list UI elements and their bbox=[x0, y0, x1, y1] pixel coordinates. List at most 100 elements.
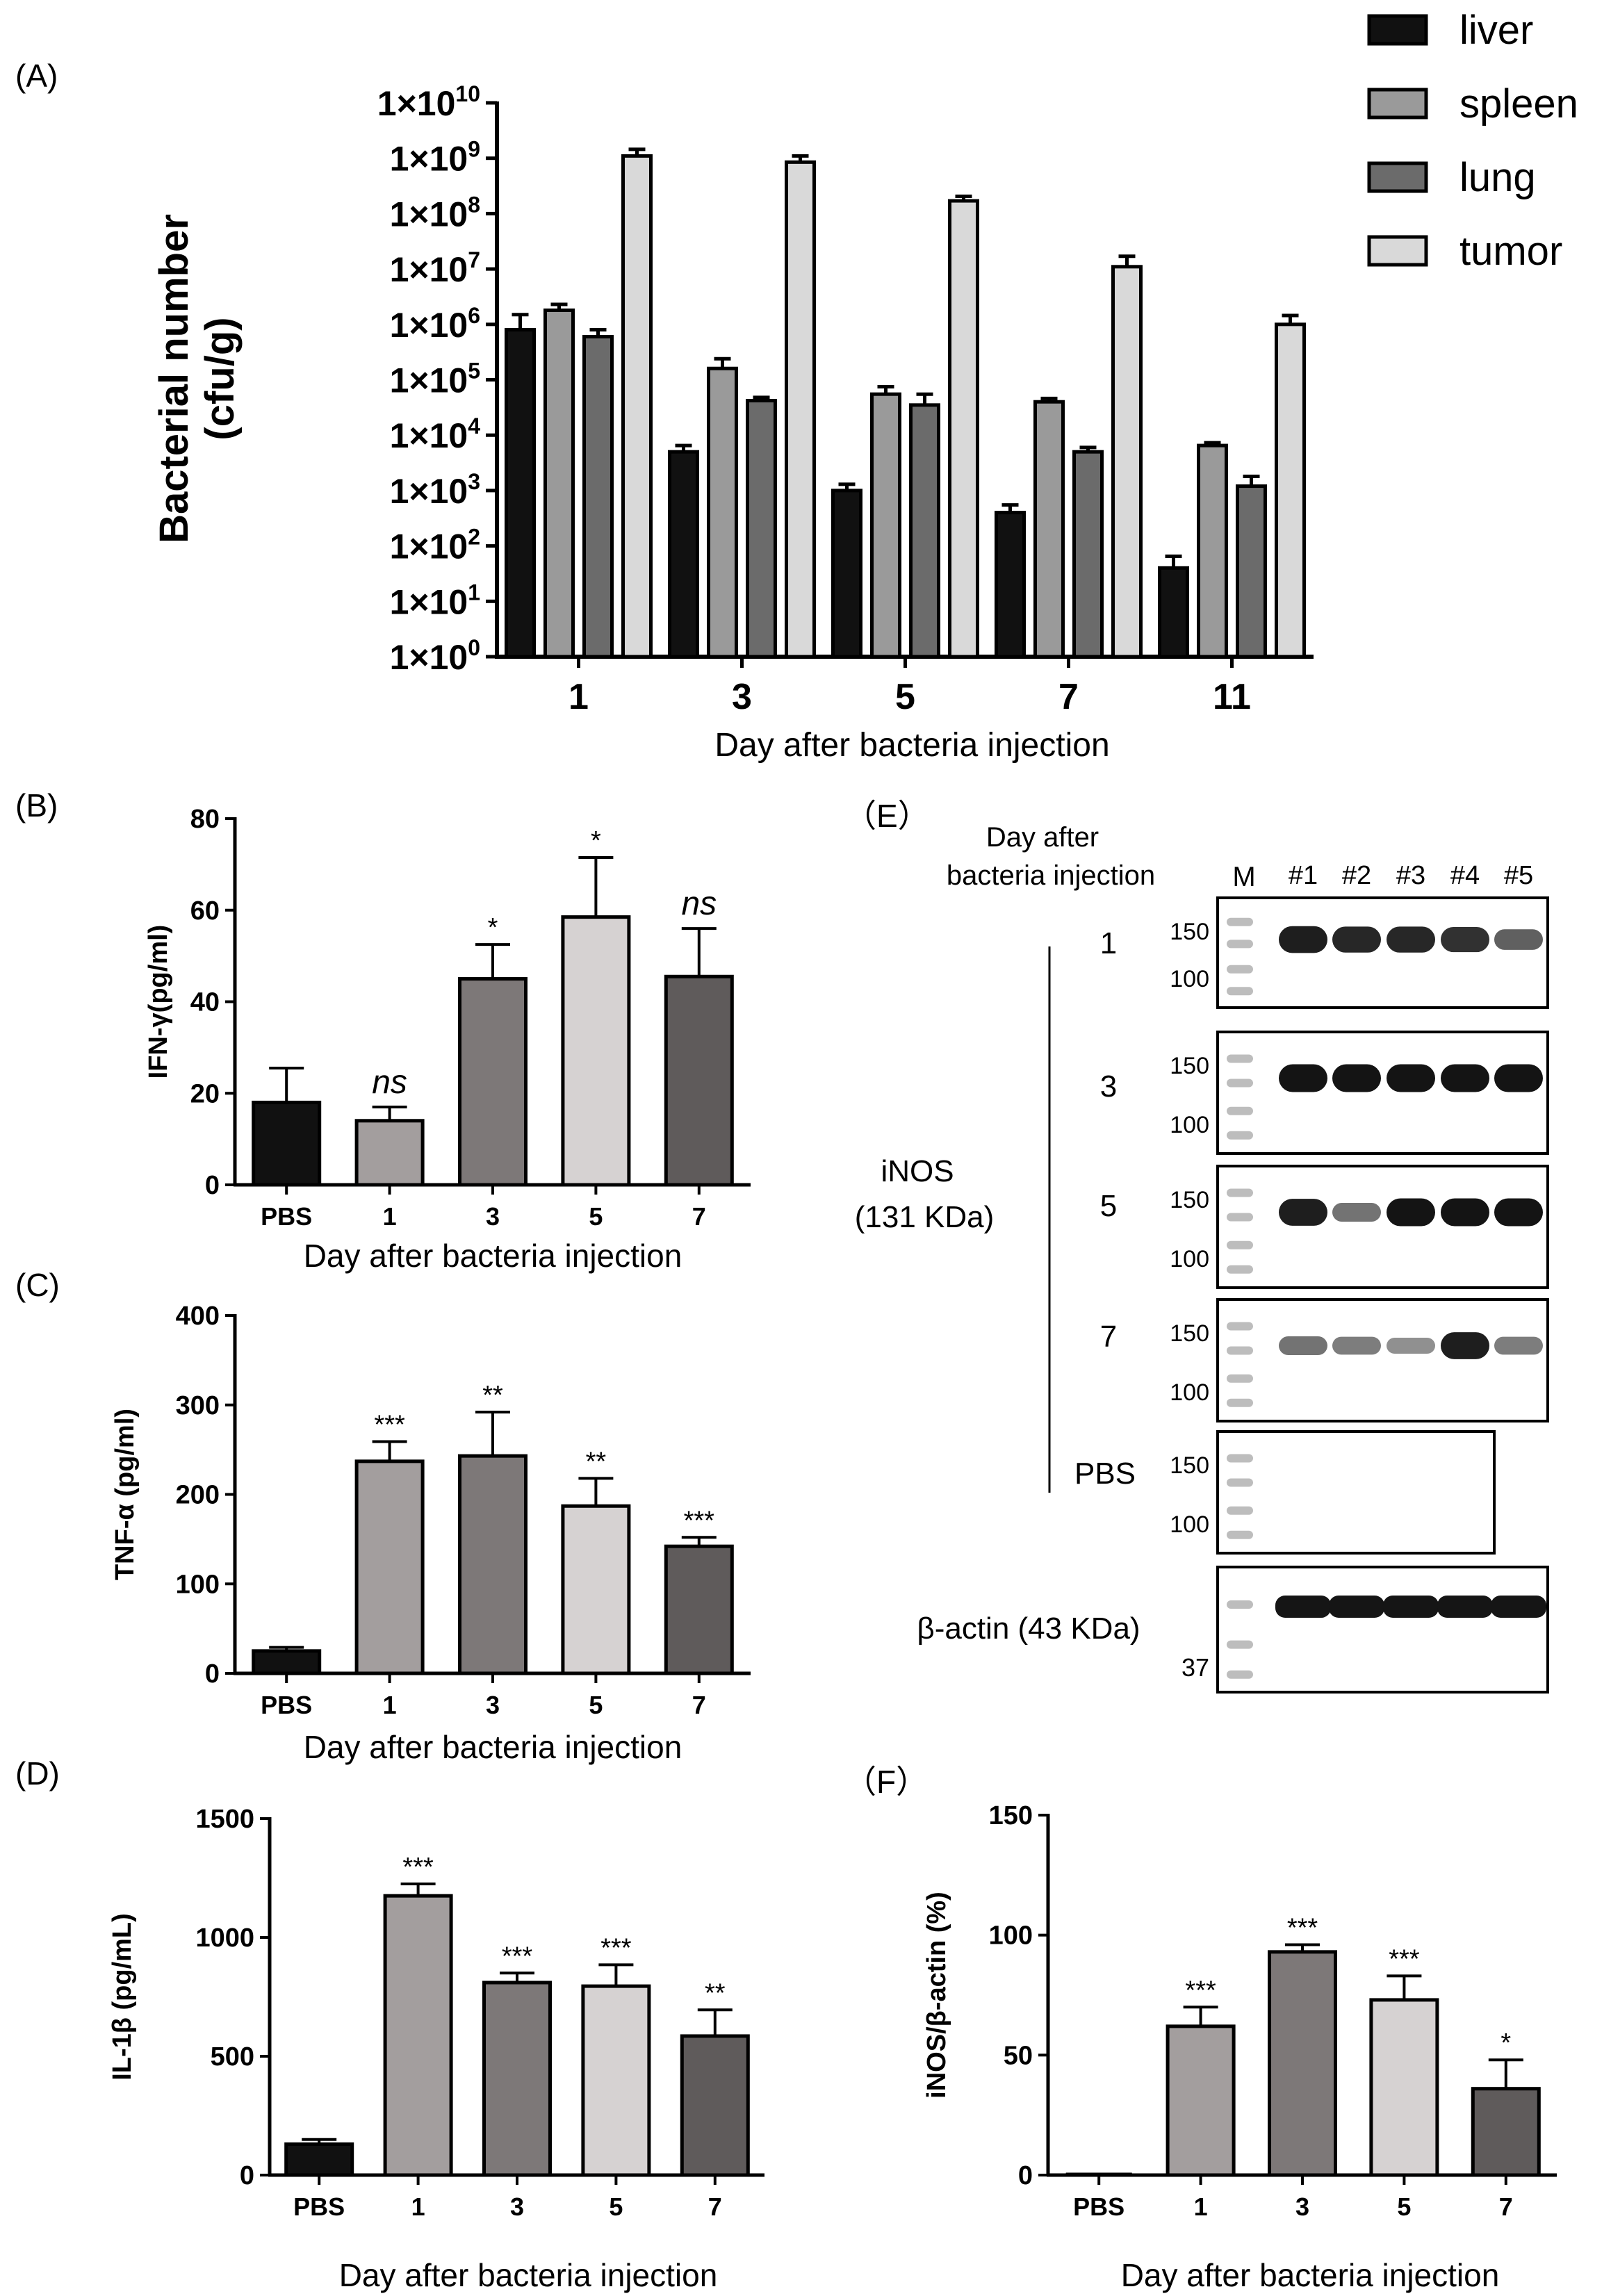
bar-liver-day-11 bbox=[1158, 566, 1189, 659]
bar-liver-day-3 bbox=[668, 450, 699, 659]
y-tick-label: 150 bbox=[989, 1801, 1033, 1830]
significance-label: *** bbox=[684, 1506, 715, 1535]
marker-band bbox=[1227, 1374, 1253, 1383]
marker-band bbox=[1227, 1054, 1253, 1063]
bar-pbs bbox=[252, 1649, 322, 1675]
x-tick-label: 7 bbox=[692, 1691, 706, 1719]
x-tick-label: 1 bbox=[1194, 2192, 1208, 2221]
x-tick-label: 5 bbox=[895, 677, 915, 717]
chart-c: 0 100 200 300 400 TNF-α (pg/ml) PBS 1 *** 3 ** 5 ** 7… bbox=[111, 1302, 751, 1765]
x-tick-label: PBS bbox=[1073, 2192, 1125, 2221]
bar-3 bbox=[458, 1454, 528, 1675]
band-lane-1 bbox=[1279, 1064, 1327, 1092]
bar-lung-day-1 bbox=[582, 334, 614, 659]
band-lane-5 bbox=[1494, 1064, 1543, 1092]
bar-7 bbox=[1471, 2087, 1541, 2177]
bar-liver-day-7 bbox=[995, 511, 1026, 659]
significance-label: * bbox=[488, 913, 498, 942]
y-tick-label: 1×1010 bbox=[377, 81, 480, 123]
blot-day-label: 1 bbox=[1100, 926, 1117, 960]
marker-band bbox=[1227, 1322, 1253, 1331]
y-tick-label: 500 bbox=[211, 2042, 254, 2072]
y-tick-label: 300 bbox=[176, 1391, 220, 1420]
significance-label: ** bbox=[586, 1447, 607, 1476]
y-tick-base: 1×10 bbox=[390, 306, 468, 345]
blot-day-label: 5 bbox=[1100, 1189, 1117, 1223]
blot-box-day-3 bbox=[1216, 1031, 1549, 1155]
western-blot: Day after bacteria injection M #1 #2 #3 #4 #515… bbox=[855, 822, 1549, 1694]
marker-band bbox=[1227, 1346, 1253, 1355]
chart-b: 0 20 40 60 80 IFN-γ(pg/ml) PBS 1 ns 3 * 5 * 7 ns Day af… bbox=[144, 805, 751, 1274]
marker-band bbox=[1227, 1670, 1253, 1679]
band-lane-3 bbox=[1387, 1064, 1435, 1092]
y-tick-label: 1×103 bbox=[390, 469, 480, 511]
y-tick-base: 1×10 bbox=[390, 527, 468, 566]
significance-label: *** bbox=[1185, 1976, 1216, 2005]
marker-band bbox=[1227, 1240, 1253, 1249]
lane-label: #3 bbox=[1396, 861, 1425, 890]
actin-band-lane-4 bbox=[1437, 1596, 1493, 1618]
bar-1 bbox=[1166, 2024, 1236, 2177]
blot-header-line: Day after bbox=[986, 822, 1099, 853]
bar-5 bbox=[561, 1504, 631, 1675]
y-tick-base: 1×10 bbox=[390, 582, 468, 621]
blot-day-label: 3 bbox=[1100, 1069, 1117, 1104]
x-tick-label: PBS bbox=[293, 2192, 345, 2221]
bar-lung-day-5 bbox=[909, 403, 940, 659]
x-tick-label: 1 bbox=[569, 677, 589, 717]
y-axis-title-line: (cfu/g) bbox=[197, 317, 243, 440]
band-lane-5 bbox=[1494, 1336, 1543, 1355]
mw-label-100: 100 bbox=[1170, 1511, 1209, 1538]
bar-lung-day-11 bbox=[1236, 484, 1267, 659]
x-axis-title: Day after bacteria injection bbox=[304, 1238, 682, 1274]
y-tick-label: 1×100 bbox=[390, 635, 480, 677]
mw-label-100: 100 bbox=[1170, 966, 1209, 992]
x-tick-label: 5 bbox=[1397, 2192, 1411, 2221]
x-tick-label: 7 bbox=[1058, 677, 1079, 717]
y-tick-exp: 1 bbox=[468, 580, 480, 605]
mw-label-100: 100 bbox=[1170, 1379, 1209, 1406]
bar-liver-day-1 bbox=[505, 328, 536, 659]
y-tick-label: 80 bbox=[190, 805, 220, 834]
significance-label: *** bbox=[1287, 1913, 1318, 1942]
x-tick-label: 7 bbox=[708, 2192, 722, 2221]
legend-label-spleen: spleen bbox=[1459, 81, 1578, 126]
y-tick-base: 1×10 bbox=[390, 140, 468, 179]
protein-label: iNOS (131 KDa) bbox=[855, 1154, 995, 1234]
y-tick-exp: 10 bbox=[455, 81, 480, 106]
mw-label-37: 37 bbox=[1181, 1653, 1209, 1682]
band-lane-1 bbox=[1279, 926, 1327, 953]
y-axis-title-line: Bacterial number bbox=[152, 214, 197, 543]
chart-a: 1×1001×1011×1021×1031×1041×1051×1061×107… bbox=[152, 8, 1578, 764]
y-tick-exp: 6 bbox=[468, 303, 480, 328]
panel-label-c: (C) bbox=[15, 1267, 60, 1303]
band-lane-3 bbox=[1387, 1337, 1435, 1354]
x-axis-title: Day after bacteria injection bbox=[714, 727, 1109, 764]
y-tick-base: 1×10 bbox=[390, 195, 468, 233]
bar-pbs bbox=[284, 2142, 354, 2177]
band-lane-5 bbox=[1494, 929, 1543, 950]
x-tick-label: 1 bbox=[383, 1202, 397, 1231]
x-axis-title: Day after bacteria injection bbox=[1121, 2257, 1500, 2293]
significance-label: ns bbox=[681, 885, 717, 922]
y-tick-exp: 5 bbox=[468, 359, 480, 384]
marker-band bbox=[1227, 965, 1253, 974]
actin-band-lane-2 bbox=[1329, 1596, 1384, 1618]
y-tick-base: 1×10 bbox=[390, 361, 468, 400]
mw-label-100: 100 bbox=[1170, 1246, 1209, 1272]
bar-1 bbox=[354, 1119, 425, 1187]
significance-label: * bbox=[591, 826, 601, 855]
significance-label: *** bbox=[402, 1853, 434, 1882]
y-tick-exp: 4 bbox=[468, 413, 480, 438]
marker-band bbox=[1227, 987, 1253, 996]
y-tick-label: 1000 bbox=[195, 1924, 254, 1953]
mw-label-100: 100 bbox=[1170, 1112, 1209, 1138]
band-lane-5 bbox=[1494, 1198, 1543, 1227]
y-tick-label: 400 bbox=[176, 1302, 220, 1331]
x-tick-label: 1 bbox=[383, 1691, 397, 1719]
y-tick-label: 60 bbox=[190, 896, 220, 926]
y-tick-label: 1×108 bbox=[390, 192, 480, 233]
y-tick-label: 1×102 bbox=[390, 525, 480, 566]
marker-band bbox=[1227, 1506, 1253, 1515]
x-tick-label: 5 bbox=[589, 1202, 603, 1231]
